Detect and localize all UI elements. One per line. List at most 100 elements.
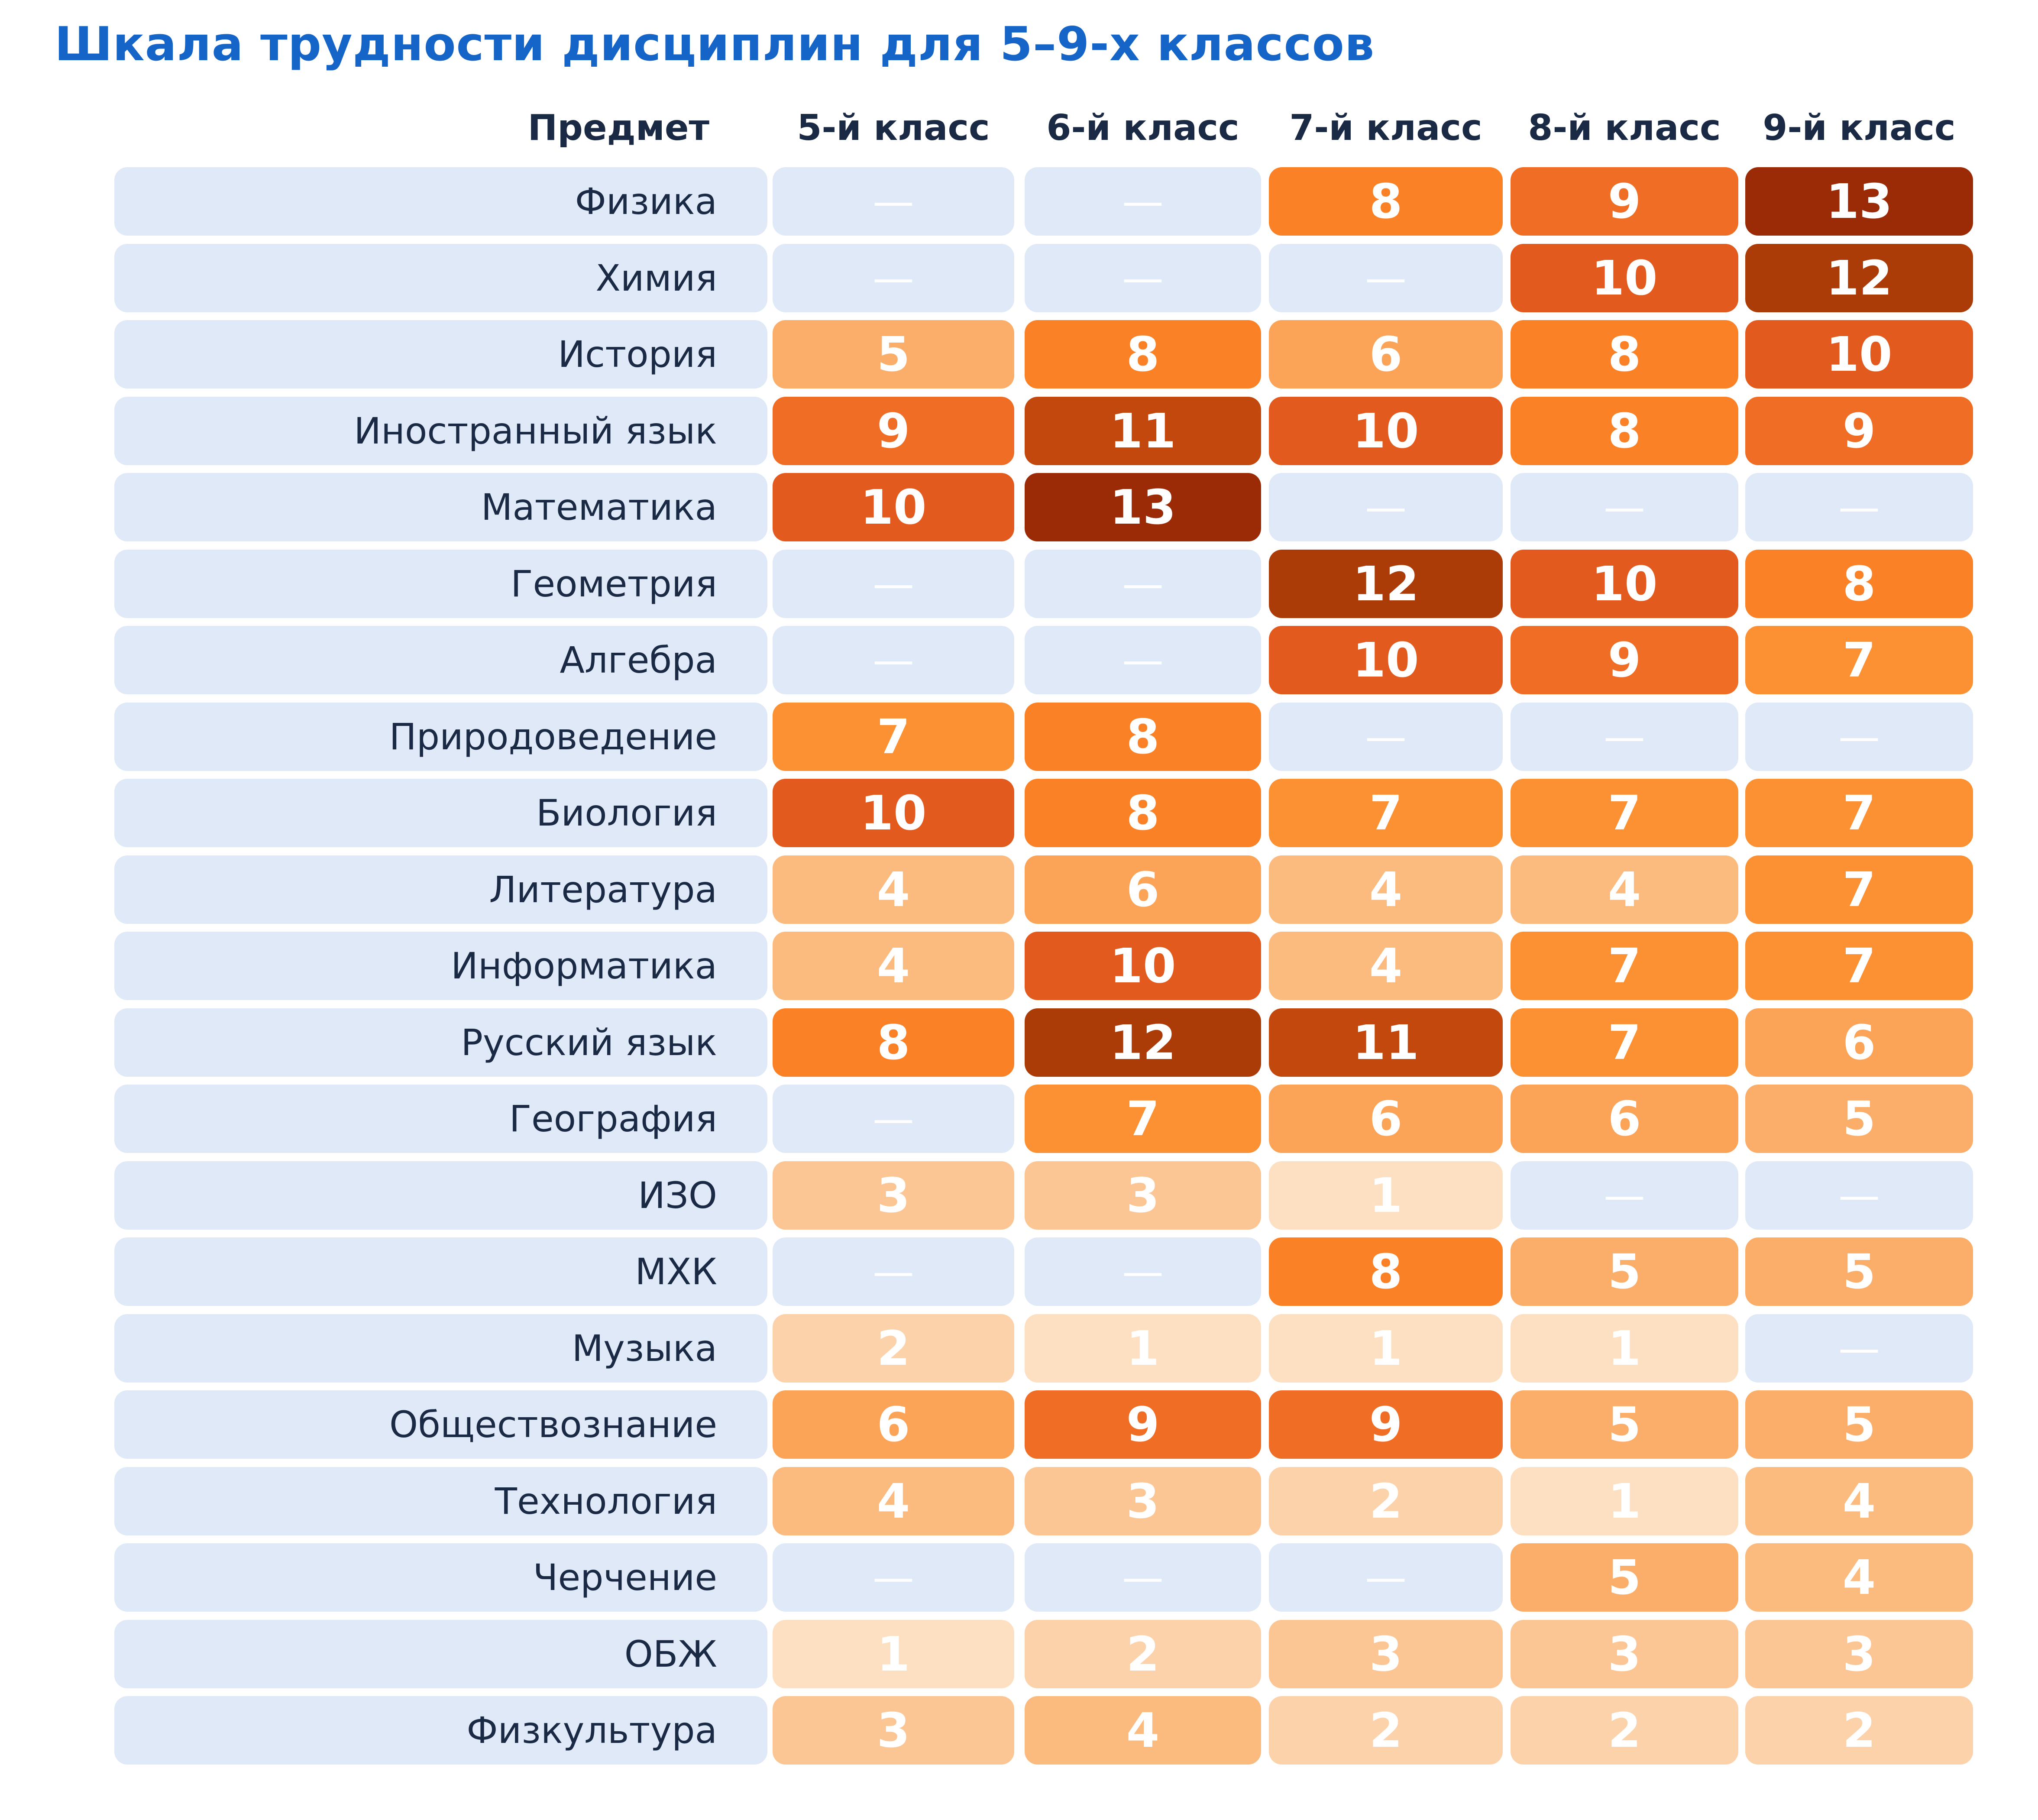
difficulty-cell: 5 xyxy=(1745,1237,1973,1306)
difficulty-cell: 11 xyxy=(1269,1008,1503,1077)
difficulty-cell-empty: — xyxy=(1511,1161,1738,1230)
difficulty-cell: 2 xyxy=(773,1314,1014,1383)
difficulty-cell: 8 xyxy=(1269,1237,1503,1306)
subject-label: ОБЖ xyxy=(114,1620,767,1688)
difficulty-cell-empty: — xyxy=(1025,244,1261,312)
subject-label: Физкультура xyxy=(114,1696,767,1765)
difficulty-cell: 5 xyxy=(1511,1390,1738,1459)
difficulty-cell-empty: — xyxy=(1745,1161,1973,1230)
difficulty-cell-empty: — xyxy=(1269,703,1503,771)
difficulty-cell: 3 xyxy=(1025,1161,1261,1230)
difficulty-cell: 1 xyxy=(1511,1467,1738,1535)
difficulty-cell-empty: — xyxy=(773,626,1014,694)
difficulty-cell: 6 xyxy=(1511,1085,1738,1153)
subject-label: Биология xyxy=(114,779,767,847)
difficulty-cell-empty: — xyxy=(773,1543,1014,1612)
difficulty-cell: 11 xyxy=(1025,397,1261,465)
difficulty-cell: 8 xyxy=(1025,320,1261,389)
subject-label: Русский язык xyxy=(114,1008,767,1077)
subject-label: Геометрия xyxy=(114,550,767,618)
difficulty-cell: 6 xyxy=(1269,1085,1503,1153)
difficulty-cell: 9 xyxy=(1745,397,1973,465)
difficulty-cell: 7 xyxy=(773,703,1014,771)
difficulty-cell-empty: — xyxy=(1025,550,1261,618)
difficulty-cell: 5 xyxy=(1511,1543,1738,1612)
difficulty-cell-empty: — xyxy=(1511,703,1738,771)
difficulty-cell-empty: — xyxy=(773,1085,1014,1153)
difficulty-cell-empty: — xyxy=(773,550,1014,618)
difficulty-cell: 1 xyxy=(1269,1161,1503,1230)
difficulty-cell: 5 xyxy=(773,320,1014,389)
difficulty-cell: 4 xyxy=(773,1467,1014,1535)
difficulty-cell: 1 xyxy=(1025,1314,1261,1383)
difficulty-cell: 8 xyxy=(1025,779,1261,847)
difficulty-cell: 10 xyxy=(1511,550,1738,618)
difficulty-cell: 12 xyxy=(1745,244,1973,312)
difficulty-cell-empty: — xyxy=(1269,244,1503,312)
column-header-grade: 9-й класс xyxy=(1763,107,1956,149)
difficulty-cell: 4 xyxy=(1511,855,1738,924)
difficulty-cell: 3 xyxy=(773,1161,1014,1230)
difficulty-cell: 9 xyxy=(1511,626,1738,694)
difficulty-cell: 12 xyxy=(1025,1008,1261,1077)
difficulty-cell-empty: — xyxy=(1025,626,1261,694)
difficulty-cell: 7 xyxy=(1745,855,1973,924)
difficulty-cell-empty: — xyxy=(1511,473,1738,541)
difficulty-cell: 7 xyxy=(1511,779,1738,847)
difficulty-cell: 3 xyxy=(1025,1467,1261,1535)
difficulty-cell: 9 xyxy=(773,397,1014,465)
difficulty-cell-empty: — xyxy=(1745,473,1973,541)
subject-label: Технология xyxy=(114,1467,767,1535)
difficulty-cell: 3 xyxy=(1511,1620,1738,1688)
difficulty-cell: 3 xyxy=(1269,1620,1503,1688)
difficulty-cell: 8 xyxy=(1511,320,1738,389)
difficulty-cell: 1 xyxy=(1269,1314,1503,1383)
difficulty-cell: 8 xyxy=(773,1008,1014,1077)
difficulty-cell-empty: — xyxy=(773,167,1014,236)
difficulty-cell: 8 xyxy=(1025,703,1261,771)
difficulty-cell: 2 xyxy=(1745,1696,1973,1765)
difficulty-cell: 4 xyxy=(1025,1696,1261,1765)
difficulty-cell: 7 xyxy=(1745,932,1973,1000)
difficulty-cell: 7 xyxy=(1511,932,1738,1000)
difficulty-cell-empty: — xyxy=(1745,703,1973,771)
subject-label: Математика xyxy=(114,473,767,541)
difficulty-cell: 7 xyxy=(1511,1008,1738,1077)
difficulty-cell: 7 xyxy=(1269,779,1503,847)
difficulty-cell: 10 xyxy=(1269,626,1503,694)
difficulty-cell: 7 xyxy=(1745,626,1973,694)
difficulty-cell: 2 xyxy=(1269,1696,1503,1765)
difficulty-cell: 2 xyxy=(1269,1467,1503,1535)
difficulty-cell: 12 xyxy=(1269,550,1503,618)
difficulty-cell-empty: — xyxy=(773,1237,1014,1306)
difficulty-cell: 10 xyxy=(773,779,1014,847)
difficulty-cell: 6 xyxy=(1025,855,1261,924)
subject-label: Информатика xyxy=(114,932,767,1000)
difficulty-cell: 2 xyxy=(1025,1620,1261,1688)
subject-label: География xyxy=(114,1085,767,1153)
difficulty-cell-empty: — xyxy=(1025,1237,1261,1306)
difficulty-cell: 6 xyxy=(1745,1008,1973,1077)
difficulty-cell: 7 xyxy=(1745,779,1973,847)
column-header-grade: 6-й класс xyxy=(1046,107,1239,149)
difficulty-cell: 5 xyxy=(1745,1085,1973,1153)
difficulty-cell: 10 xyxy=(1269,397,1503,465)
difficulty-cell: 3 xyxy=(1745,1620,1973,1688)
difficulty-cell: 9 xyxy=(1025,1390,1261,1459)
difficulty-cell-empty: — xyxy=(1025,167,1261,236)
difficulty-cell: 9 xyxy=(1511,167,1738,236)
difficulty-cell: 10 xyxy=(773,473,1014,541)
subject-label: История xyxy=(114,320,767,389)
column-header-grade: 7-й класс xyxy=(1289,107,1482,149)
subject-label: Литература xyxy=(114,855,767,924)
difficulty-cell: 3 xyxy=(773,1696,1014,1765)
difficulty-cell: 4 xyxy=(1745,1543,1973,1612)
difficulty-cell-empty: — xyxy=(1745,1314,1973,1383)
difficulty-cell: 10 xyxy=(1745,320,1973,389)
difficulty-cell: 5 xyxy=(1511,1237,1738,1306)
difficulty-cell: 7 xyxy=(1025,1085,1261,1153)
column-header-grade: 8-й класс xyxy=(1528,107,1721,149)
difficulty-cell: 8 xyxy=(1511,397,1738,465)
difficulty-cell: 6 xyxy=(773,1390,1014,1459)
subject-label: Обществознание xyxy=(114,1390,767,1459)
